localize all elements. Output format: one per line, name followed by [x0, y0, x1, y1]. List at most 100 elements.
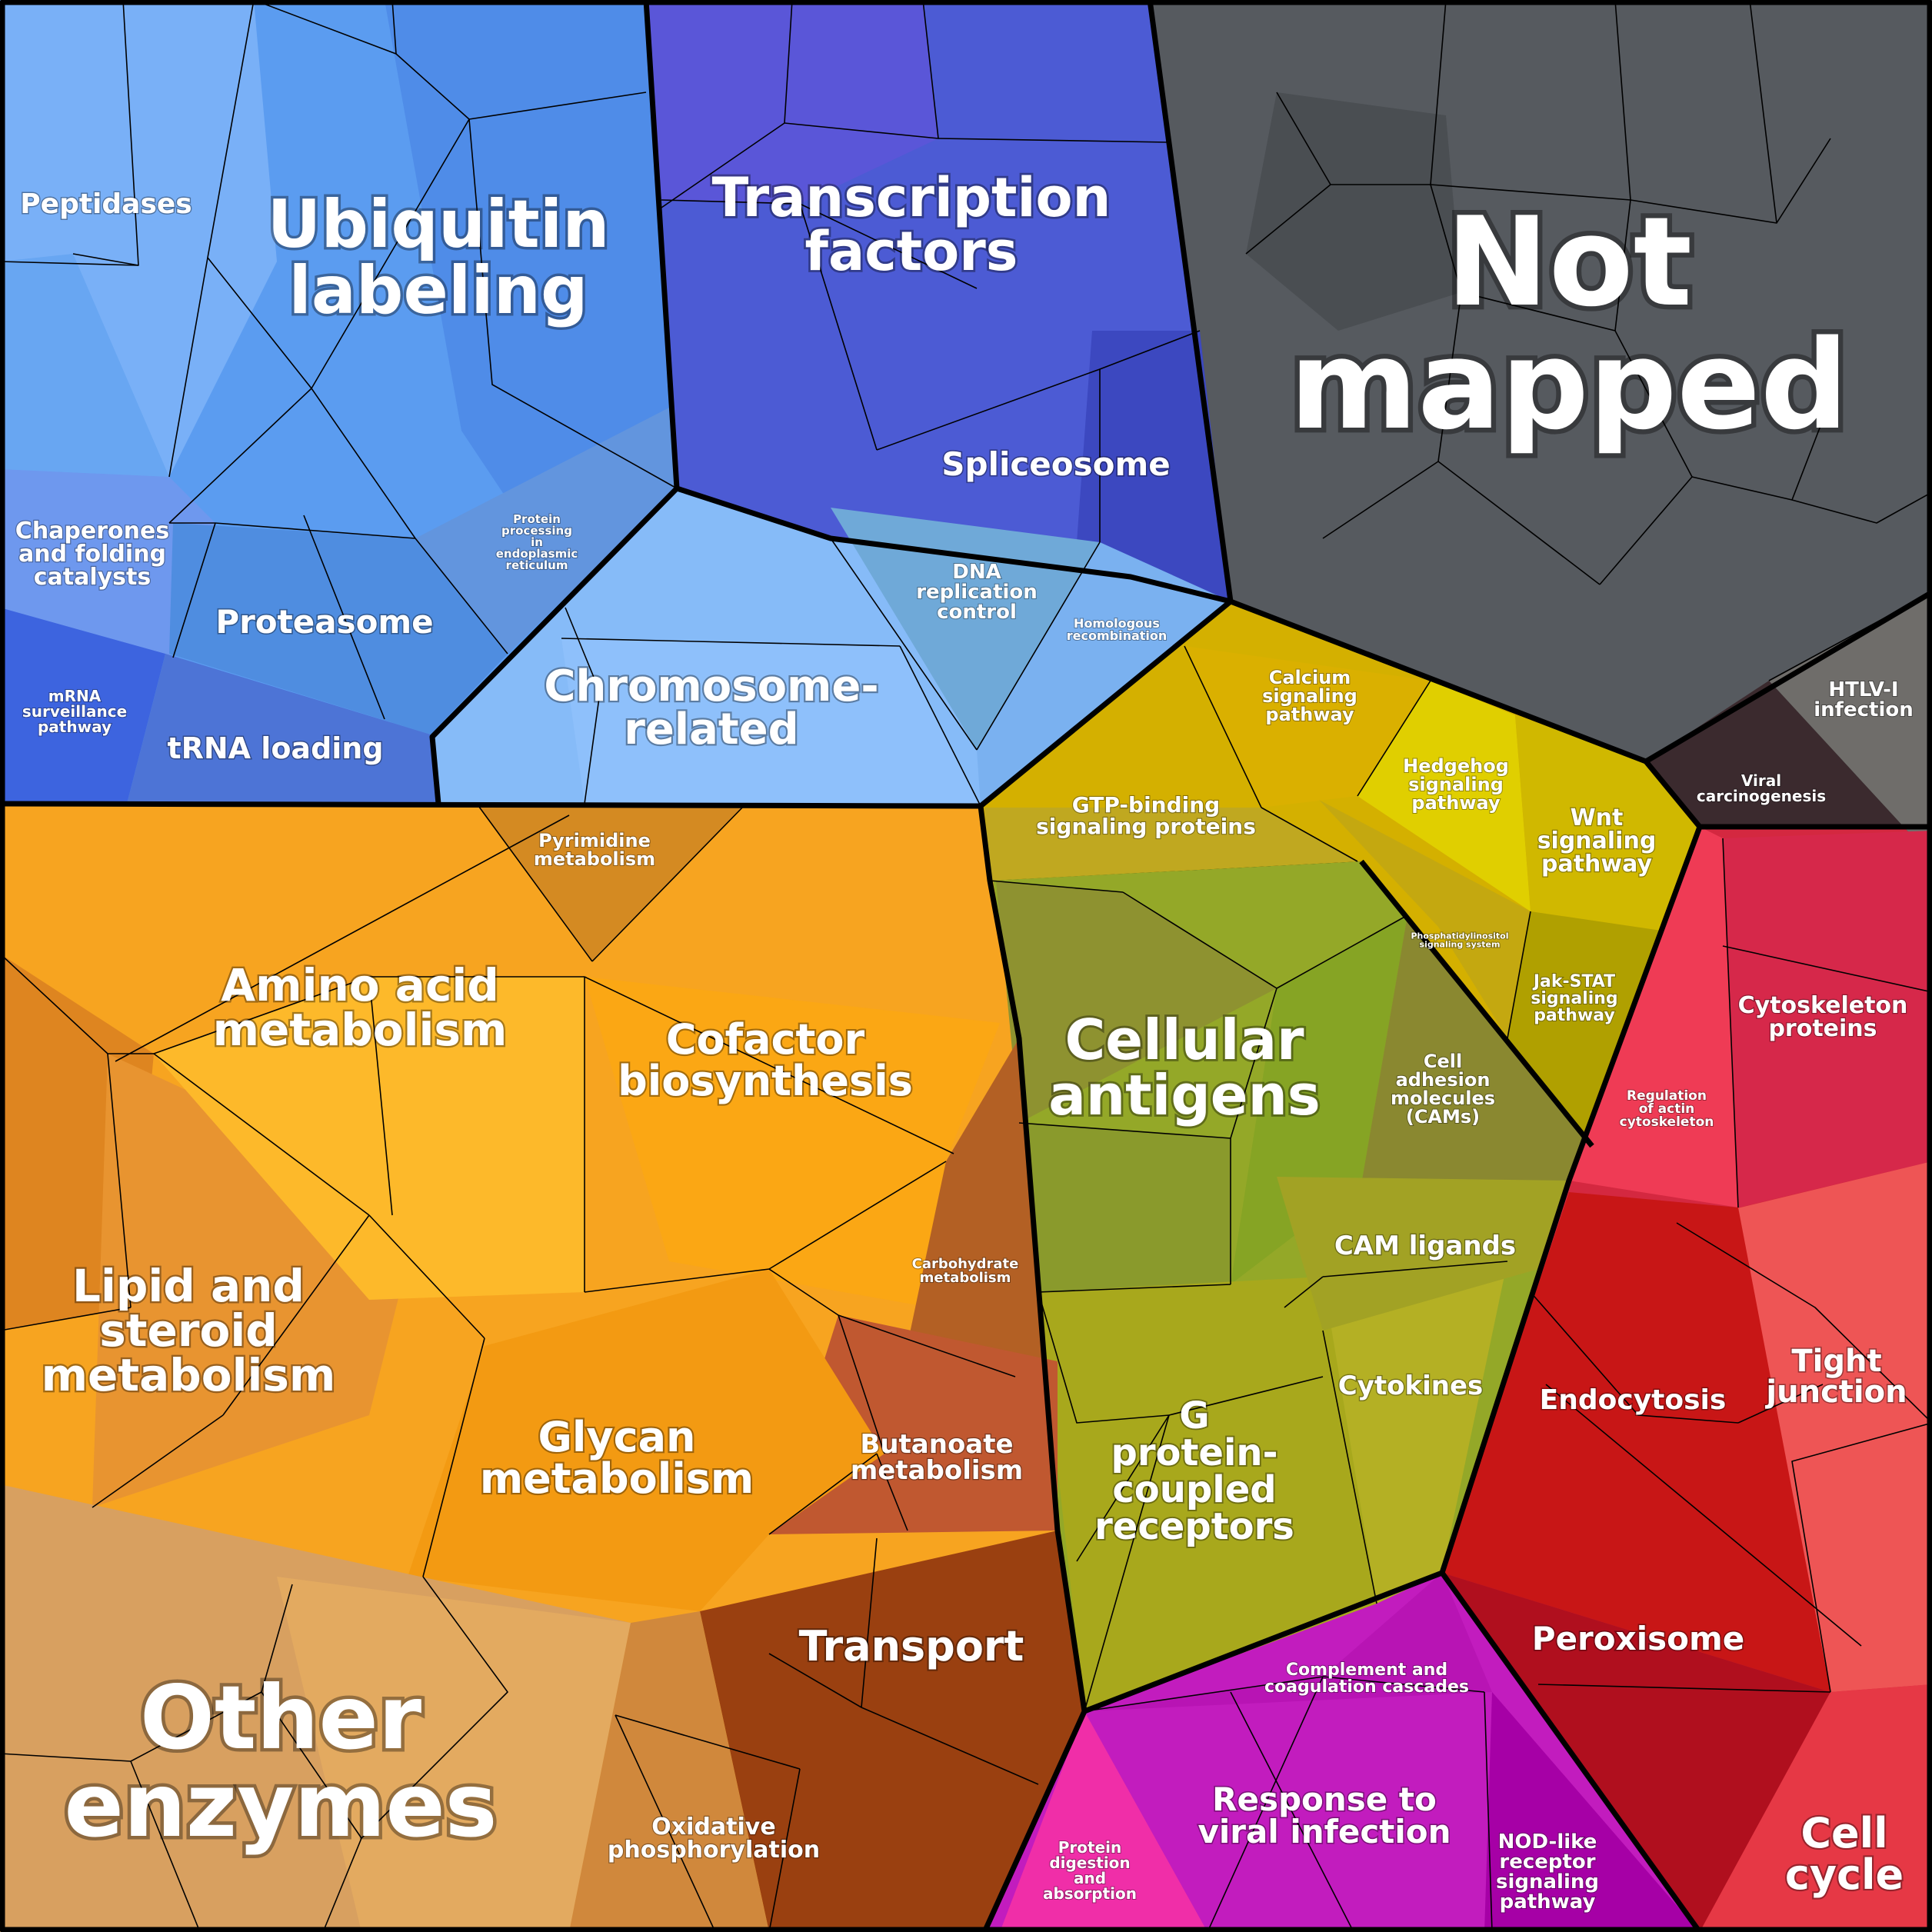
cell-border-94 — [861, 1707, 1039, 1785]
label-spliceosome: Spliceosome — [941, 445, 1170, 483]
label-butanoate: Butanoate metabolism — [851, 1429, 1023, 1486]
cell-border-23 — [584, 691, 601, 804]
cell-shade-28 — [1277, 1177, 1569, 1331]
label-transport: Transport — [799, 1622, 1024, 1671]
label-cam-ligands: CAM ligands — [1334, 1231, 1516, 1261]
cell-border-26 — [976, 541, 1101, 751]
cell-border-90 — [92, 1414, 224, 1508]
cell-border-95 — [0, 1584, 293, 1762]
cell-border-62 — [1737, 1384, 1824, 1424]
cell-border-78 — [591, 803, 747, 962]
label-tight-junction: Tight junction — [1764, 1344, 1907, 1410]
label-cams: Cell adhesion molecules (CAMs) — [1391, 1051, 1495, 1128]
label-er-processing: Protein processing in endoplasmic reticulum — [496, 512, 578, 572]
cell-border-96 — [261, 1691, 362, 1839]
cell-border-97 — [361, 1576, 508, 1839]
cell-shade-34 — [1700, 1684, 1932, 1932]
cell-border-38 — [1322, 461, 1439, 539]
label-trna-loading: tRNA loading — [167, 731, 383, 765]
cell-shade-8 — [646, 0, 938, 204]
cell-shade-10 — [831, 508, 1100, 750]
cell-border-63 — [1545, 1384, 1862, 1647]
cell-border-52 — [1322, 1330, 1377, 1604]
cell-border-24 — [899, 645, 981, 807]
cell-shade-1 — [0, 254, 169, 477]
group-border-6 — [978, 805, 1088, 1932]
cell-border-82 — [584, 1268, 770, 1293]
label-regulation-actin: Regulation of actin cytoskeleton — [1620, 1088, 1714, 1130]
cell-border-40 — [1184, 645, 1262, 808]
cell-border-81 — [584, 976, 954, 1154]
cell-shade-19 — [984, 808, 1357, 881]
cell-border-93 — [768, 1653, 862, 1708]
cell-border-32 — [1776, 138, 1831, 224]
cell-border-88 — [115, 814, 570, 1062]
cell-shade-49 — [277, 1577, 631, 1932]
cell-border-11 — [415, 538, 508, 655]
cell-border-6 — [168, 388, 312, 524]
cell-border-100 — [615, 1714, 716, 1932]
cell-border-12 — [172, 522, 216, 658]
cell-shade-40 — [154, 977, 585, 1300]
cell-border-67 — [1484, 1691, 1493, 1932]
cell-border-77 — [476, 803, 593, 962]
label-nod-like: NOD-like receptor signaling pathway — [1496, 1830, 1599, 1914]
cell-border-22 — [561, 638, 901, 647]
cell-border-85 — [838, 1314, 885, 1454]
cell-border-64 — [1537, 1684, 1831, 1693]
cell-border-25 — [830, 538, 978, 751]
cell-border-42 — [1507, 911, 1531, 1039]
treemap-labels: Peptidases Ubiquitin labeling Chaperones and… — [15, 164, 1914, 1914]
cell-border-13 — [784, 0, 939, 139]
label-oxidative: Oxidative phosphorylation — [608, 1814, 820, 1864]
label-other-enzymes: Other enzymes — [64, 1667, 497, 1857]
cell-border-91 — [876, 1453, 908, 1531]
group-border-7 — [1359, 859, 1594, 1148]
cell-shade-29 — [1723, 831, 1932, 1208]
label-protein-digestion: Protein digestion and absorption — [1043, 1838, 1137, 1903]
cell-border-68 — [1230, 1691, 1354, 1932]
cell-shade-9 — [1077, 331, 1231, 601]
cell-shade-11 — [977, 542, 1231, 806]
cell-border-34 — [1461, 291, 1693, 585]
label-phosphatidylinositol: Phosphatidylinositol signaling system — [1411, 931, 1508, 949]
cell-shade-32 — [1442, 1192, 1830, 1692]
cell-shade-24 — [1361, 915, 1592, 1184]
cell-border-57 — [1722, 838, 1739, 1208]
cell-shade-7 — [415, 408, 677, 654]
label-wnt: Wnt signaling pathway — [1537, 804, 1657, 878]
label-hedgehog: Hedgehog signaling pathway — [1403, 755, 1509, 814]
label-endocytosis: Endocytosis — [1540, 1384, 1727, 1416]
label-cell-cycle: Cell cycle — [1785, 1809, 1904, 1899]
label-homologous: Homologous recombination — [1067, 616, 1168, 643]
label-ubiquitin: Ubiquitin labeling — [268, 186, 610, 329]
cell-border-29 — [1245, 184, 1331, 255]
cell-border-21 — [565, 607, 601, 693]
cell-border-72 — [368, 976, 393, 1216]
cell-shade-25 — [1019, 1123, 1231, 1292]
cell-border-60 — [1791, 1422, 1932, 1693]
cell-border-50 — [1284, 1276, 1324, 1308]
label-carbohydrate: Carbohydrate metabolism — [912, 1256, 1019, 1286]
cell-border-17 — [799, 203, 878, 451]
cell-shade-21 — [1507, 911, 1661, 1146]
cell-border-101 — [615, 1714, 801, 1770]
label-peroxisome: Peroxisome — [1532, 1620, 1744, 1657]
cell-shade-36 — [1484, 1692, 1700, 1932]
cell-border-27 — [1276, 0, 1447, 185]
cell-border-98 — [322, 1837, 362, 1932]
cell-shade-45 — [408, 1269, 884, 1611]
label-cytoskeleton: Cytoskeleton proteins — [1738, 992, 1908, 1042]
cell-shade-17 — [1357, 681, 1531, 911]
cell-shade-22 — [996, 881, 1277, 1123]
cell-border-4 — [72, 253, 139, 266]
cell-shade-30 — [1569, 827, 1738, 1208]
cell-border-55 — [1168, 1376, 1324, 1416]
cell-border-83 — [768, 1161, 947, 1270]
group-border-8 — [1083, 825, 1703, 1714]
cell-shade-33 — [1442, 1573, 1830, 1932]
